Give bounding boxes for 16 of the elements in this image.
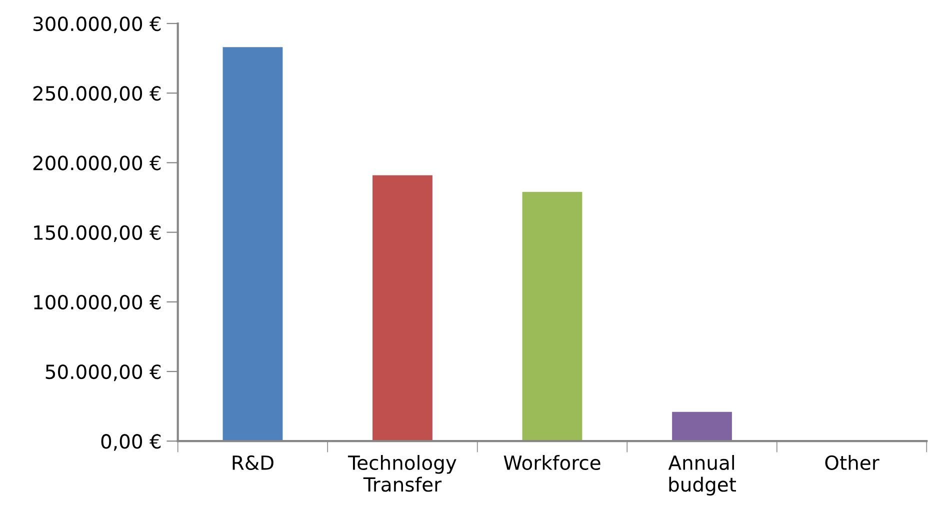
y-tick-label: 150.000,00 € <box>34 225 161 242</box>
x-tick-label: Other <box>825 454 880 470</box>
y-tick-label: 0,00 € <box>101 434 161 451</box>
x-tick-label: Annual budget <box>668 454 736 496</box>
bar <box>372 175 432 442</box>
bar <box>522 192 582 442</box>
bar <box>672 412 732 442</box>
y-tick-label: 200.000,00 € <box>33 156 161 172</box>
bar <box>222 47 283 442</box>
x-tick-label: R&D <box>232 455 274 470</box>
y-tick-label: 100.000,00 € <box>34 294 161 312</box>
y-tick-label: 300.000,00 € <box>33 16 161 34</box>
y-tick-label: 50.000,00 € <box>46 364 161 382</box>
y-tick-label: 250.000,00 € <box>33 86 161 103</box>
x-tick-label: Workforce <box>504 454 600 470</box>
x-tick-label: Technology Transfer <box>348 454 456 492</box>
